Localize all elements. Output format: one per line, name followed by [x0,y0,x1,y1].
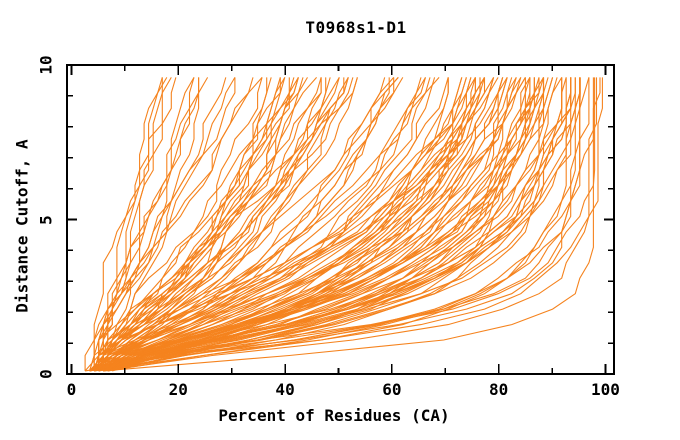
model-curve [93,77,449,372]
model-curve [107,77,499,372]
model-curve [103,77,581,372]
model-curve [98,77,227,371]
model-curves-group [84,77,603,372]
model-curve [93,77,286,372]
model-curve [103,77,545,372]
model-curve [98,77,426,372]
model-curve [85,77,598,372]
model-curve [93,77,236,371]
model-curve [98,77,195,372]
model-curve [84,77,177,371]
model-curve [102,77,404,372]
x-axis-label: Percent of Residues (CA) [218,406,450,425]
model-curve [107,77,209,371]
model-curve [102,77,172,371]
model-curve [102,77,395,372]
model-curve [98,77,558,372]
model-curve [98,77,200,371]
model-curve [102,77,399,372]
model-curve [102,77,345,372]
model-curve [93,77,522,372]
model-curve [103,77,449,372]
model-curve [93,77,281,372]
x-tick-label: 60 [382,380,402,399]
model-curve [93,77,495,372]
model-curve [107,77,481,372]
model-curve [89,77,263,372]
y-tick-label: 0 [36,369,56,379]
x-tick-label: 20 [168,380,188,399]
plot-title: T0968s1-D1 [305,18,407,37]
model-curve [98,77,299,371]
model-curve [107,77,572,372]
model-curve [102,77,358,372]
model-curve [93,77,440,372]
model-curve [103,77,596,372]
model-curve [103,77,431,372]
model-curve [93,77,476,372]
model-curve [102,77,358,371]
y-tick-label: 5 [36,214,56,225]
model-curve [107,77,590,372]
model-curve [102,77,299,372]
model-curve [93,77,472,372]
model-curve [103,77,603,372]
y-axis-label: Distance Cutoff, A [12,139,32,313]
model-curve [103,77,540,372]
model-curve [103,77,526,372]
axis-ticks-group [67,64,614,375]
x-tick-label: 40 [275,380,295,399]
model-curve [94,77,526,372]
model-curve [102,77,290,372]
model-curve [102,77,200,372]
model-curve [93,77,386,372]
model-curve [107,77,576,372]
model-curve [98,77,594,372]
x-tick-label: 0 [66,380,77,399]
model-curve [98,77,572,372]
model-curve [93,77,163,371]
model-curve [98,77,318,372]
model-curve [103,77,590,372]
model-curve [98,77,576,372]
model-curve [102,77,513,372]
model-curve [107,77,554,372]
y-tick-label: 10 [36,55,56,75]
model-curve [103,77,508,372]
model-curve [98,77,272,372]
model-curve [103,77,581,372]
x-tick-label: 80 [489,380,509,399]
model-curve [98,77,463,372]
x-tick-label: 100 [591,380,620,399]
model-curve [98,77,531,372]
model-curve [94,77,581,372]
